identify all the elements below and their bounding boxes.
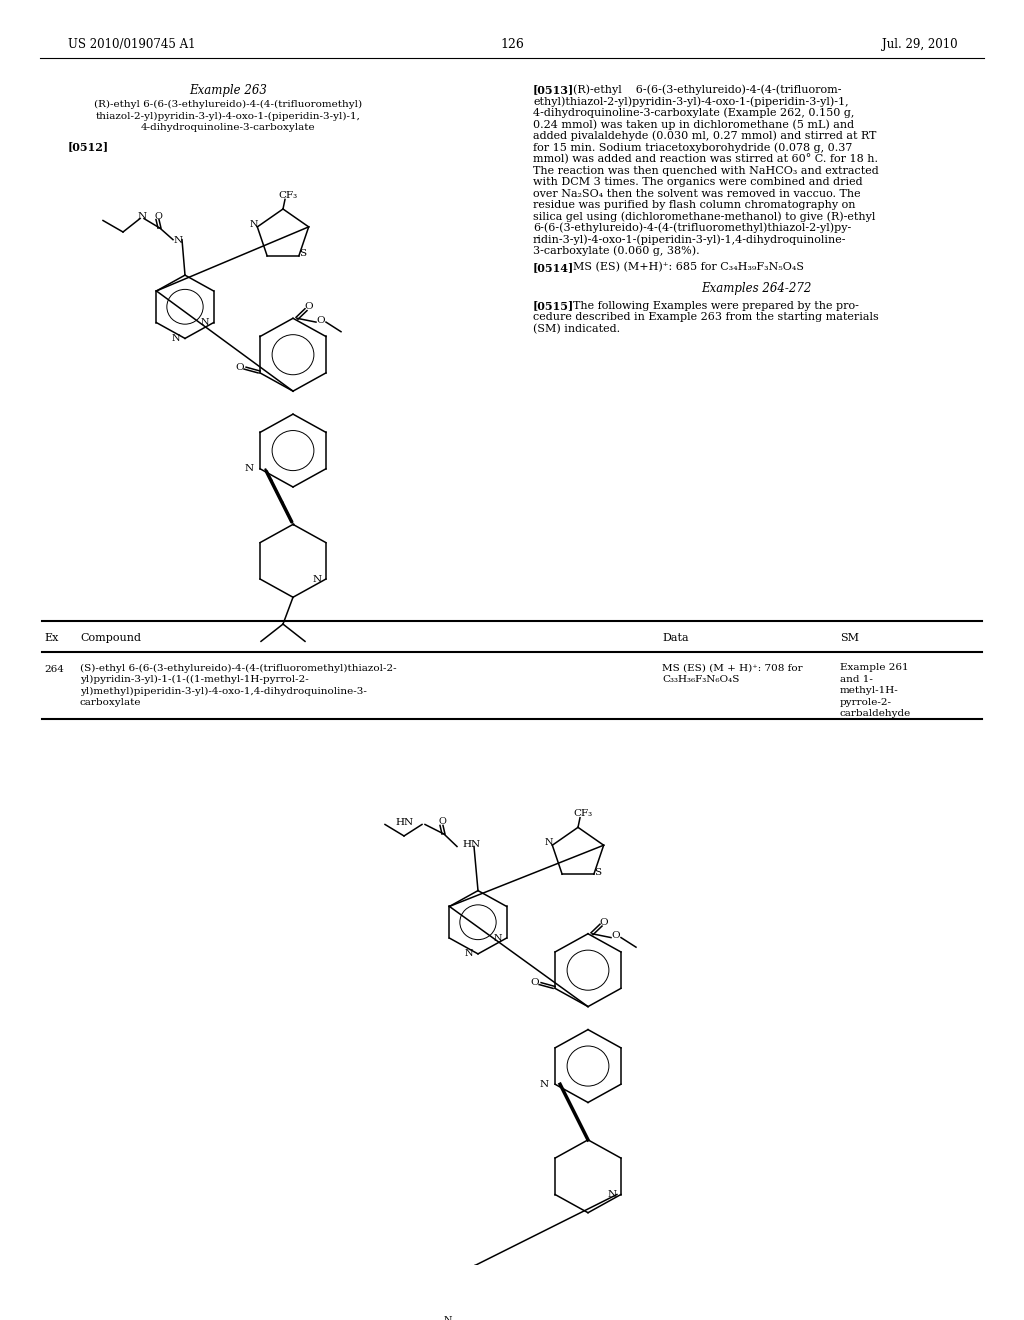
Text: mmol) was added and reaction was stirred at 60° C. for 18 h.: mmol) was added and reaction was stirred…	[534, 154, 878, 165]
Text: carbaldehyde: carbaldehyde	[840, 709, 911, 718]
Text: O: O	[236, 363, 245, 372]
Text: [0512]: [0512]	[68, 141, 110, 152]
Text: [0514]: [0514]	[534, 261, 574, 273]
Text: C₃₃H₃₆F₃N₆O₄S: C₃₃H₃₆F₃N₆O₄S	[662, 675, 739, 684]
Text: CF₃: CF₃	[573, 809, 593, 818]
Text: carboxylate: carboxylate	[80, 698, 141, 708]
Text: ridin-3-yl)-4-oxo-1-(piperidin-3-yl)-1,4-dihydroquinoline-: ridin-3-yl)-4-oxo-1-(piperidin-3-yl)-1,4…	[534, 235, 847, 246]
Text: thiazol-2-yl)pyridin-3-yl)-4-oxo-1-(piperidin-3-yl)-1,: thiazol-2-yl)pyridin-3-yl)-4-oxo-1-(pipe…	[95, 111, 360, 120]
Text: US 2010/0190745 A1: US 2010/0190745 A1	[68, 37, 196, 50]
Text: Compound: Compound	[80, 634, 141, 643]
Text: N: N	[171, 334, 180, 343]
Text: HN: HN	[462, 840, 480, 849]
Text: Ex: Ex	[44, 634, 58, 643]
Text: pyrrole-2-: pyrrole-2-	[840, 698, 892, 708]
Text: [0515]: [0515]	[534, 301, 574, 312]
Text: yl)methyl)piperidin-3-yl)-4-oxo-1,4-dihydroquinoline-3-: yl)methyl)piperidin-3-yl)-4-oxo-1,4-dihy…	[80, 686, 367, 696]
Text: N: N	[250, 219, 259, 228]
Text: cedure described in Example 263 from the starting materials: cedure described in Example 263 from the…	[534, 313, 879, 322]
Text: silica gel using (dichloromethane-methanol) to give (R)-ethyl: silica gel using (dichloromethane-methan…	[534, 211, 876, 222]
Text: O: O	[438, 817, 445, 826]
Text: 4-dihydroquinoline-3-carboxylate (Example 262, 0.150 g,: 4-dihydroquinoline-3-carboxylate (Exampl…	[534, 108, 854, 119]
Text: O: O	[316, 315, 326, 325]
Text: (R)-ethyl    6-(6-(3-ethylureido)-4-(4-(trifluorom-: (R)-ethyl 6-(6-(3-ethylureido)-4-(4-(tri…	[573, 84, 842, 95]
Text: 3-carboxylate (0.060 g, 38%).: 3-carboxylate (0.060 g, 38%).	[534, 246, 699, 256]
Text: 4-dihydroquinoline-3-carboxylate: 4-dihydroquinoline-3-carboxylate	[140, 123, 315, 132]
Text: (S)-ethyl 6-(6-(3-ethylureido)-4-(4-(trifluoromethyl)thiazol-2-: (S)-ethyl 6-(6-(3-ethylureido)-4-(4-(tri…	[80, 664, 396, 672]
Text: S: S	[299, 249, 306, 259]
Text: N: N	[173, 236, 182, 246]
Text: Data: Data	[662, 634, 688, 643]
Text: added pivalaldehyde (0.030 ml, 0.27 mmol) and stirred at RT: added pivalaldehyde (0.030 ml, 0.27 mmol…	[534, 131, 877, 141]
Text: 0.24 mmol) was taken up in dichloromethane (5 mL) and: 0.24 mmol) was taken up in dichlorometha…	[534, 119, 854, 129]
Text: O: O	[154, 213, 162, 222]
Text: N: N	[545, 838, 554, 847]
Text: N: N	[465, 949, 473, 958]
Text: N: N	[200, 318, 209, 327]
Text: CF₃: CF₃	[279, 191, 298, 201]
Text: O: O	[611, 931, 621, 940]
Text: for 15 min. Sodium triacetoxyborohydride (0.078 g, 0.37: for 15 min. Sodium triacetoxyborohydride…	[534, 143, 852, 153]
Text: Examples 264-272: Examples 264-272	[700, 282, 811, 296]
Text: N: N	[245, 465, 254, 474]
Text: Example 263: Example 263	[189, 83, 267, 96]
Text: ethyl)thiazol-2-yl)pyridin-3-yl)-4-oxo-1-(piperidin-3-yl)-1,: ethyl)thiazol-2-yl)pyridin-3-yl)-4-oxo-1…	[534, 96, 849, 107]
Text: and 1-: and 1-	[840, 675, 872, 684]
Text: (R)-ethyl 6-(6-(3-ethylureido)-4-(4-(trifluoromethyl): (R)-ethyl 6-(6-(3-ethylureido)-4-(4-(tri…	[94, 100, 362, 110]
Text: over Na₂SO₄ then the solvent was removed in vaccuo. The: over Na₂SO₄ then the solvent was removed…	[534, 189, 860, 198]
Text: O: O	[600, 917, 608, 927]
Text: N: N	[608, 1191, 616, 1199]
Text: HN: HN	[396, 818, 414, 828]
Text: O: O	[530, 978, 540, 987]
Text: with DCM 3 times. The organics were combined and dried: with DCM 3 times. The organics were comb…	[534, 177, 862, 187]
Text: The reaction was then quenched with NaHCO₃ and extracted: The reaction was then quenched with NaHC…	[534, 165, 879, 176]
Text: (SM) indicated.: (SM) indicated.	[534, 323, 621, 334]
Text: N: N	[137, 213, 146, 222]
Text: O: O	[305, 302, 313, 312]
Text: 6-(6-(3-ethylureido)-4-(4-(trifluoromethyl)thiazol-2-yl)py-: 6-(6-(3-ethylureido)-4-(4-(trifluorometh…	[534, 223, 851, 234]
Text: Jul. 29, 2010: Jul. 29, 2010	[883, 37, 958, 50]
Text: 126: 126	[500, 37, 524, 50]
Text: N: N	[494, 933, 502, 942]
Text: MS (ES) (M+H)⁺: 685 for C₃₄H₃₉F₃N₅O₄S: MS (ES) (M+H)⁺: 685 for C₃₄H₃₉F₃N₅O₄S	[573, 263, 804, 273]
Text: SM: SM	[840, 634, 859, 643]
Text: [0513]: [0513]	[534, 84, 574, 95]
Text: The following Examples were prepared by the pro-: The following Examples were prepared by …	[573, 301, 859, 310]
Text: Example 261: Example 261	[840, 664, 908, 672]
Text: N: N	[443, 1316, 453, 1320]
Text: yl)pyridin-3-yl)-1-(1-((1-methyl-1H-pyrrol-2-: yl)pyridin-3-yl)-1-(1-((1-methyl-1H-pyrr…	[80, 675, 309, 684]
Text: MS (ES) (M + H)⁺: 708 for: MS (ES) (M + H)⁺: 708 for	[662, 664, 803, 672]
Text: N: N	[312, 574, 322, 583]
Text: S: S	[594, 867, 601, 876]
Text: methyl-1H-: methyl-1H-	[840, 686, 899, 696]
Text: 264: 264	[44, 665, 63, 675]
Text: N: N	[540, 1080, 549, 1089]
Text: residue was purified by flash column chromatography on: residue was purified by flash column chr…	[534, 201, 855, 210]
